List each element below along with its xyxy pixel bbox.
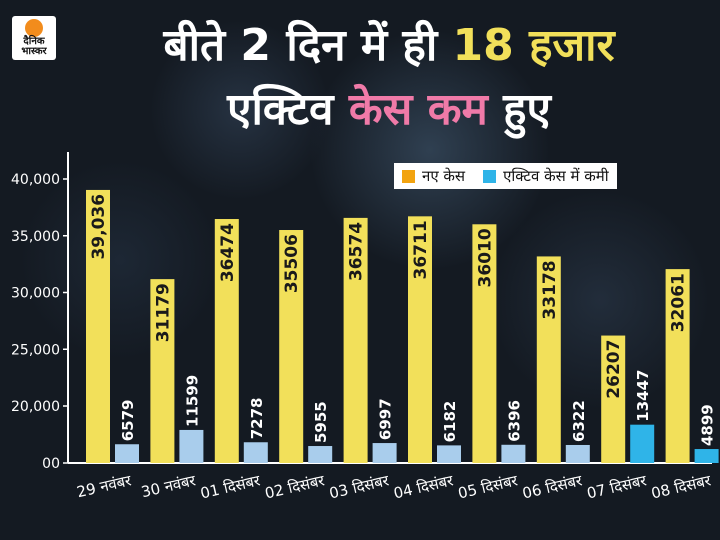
- bar-label-new-cases: 36711: [411, 220, 431, 279]
- bar-active-drop: [243, 442, 268, 463]
- x-tick-label: 08 दिसंबर: [649, 471, 713, 502]
- y-tick-label: 00: [42, 456, 60, 472]
- headline-line2-text: एक्टिव: [227, 84, 349, 135]
- headline-line1: बीते 2 दिन में ही 18 हजार: [64, 18, 714, 74]
- bar-label-active-drop: 4899: [699, 404, 717, 446]
- bar-new-cases: [343, 217, 368, 463]
- legend-item-new-cases: नए केस: [402, 166, 465, 186]
- bar-label-new-cases: 32061: [669, 273, 689, 332]
- y-tick-label: 30,000: [11, 286, 60, 302]
- y-tick-label: 25,000: [11, 342, 60, 358]
- legend-item-active-drop: एक्टिव केस में कमी: [483, 166, 609, 186]
- bar-label-new-cases: 26207: [604, 340, 624, 399]
- x-tick-label: 05 दिसंबर: [456, 471, 520, 502]
- bar-label-active-drop: 6579: [119, 399, 137, 441]
- legend-label-active-drop: एक्टिव केस में कमी: [503, 167, 609, 185]
- bar-label-active-drop: 6396: [505, 400, 523, 442]
- bar-active-drop: [630, 424, 655, 463]
- headline-line1-text: बीते 2 दिन में ही: [163, 20, 453, 71]
- bar-label-new-cases: 35506: [282, 234, 302, 293]
- bar-label-new-cases: 36574: [347, 222, 367, 281]
- bar-active-drop: [694, 449, 719, 463]
- bar-label-active-drop: 6182: [441, 401, 459, 443]
- chart-legend: नए केस एक्टिव केस में कमी: [394, 163, 617, 189]
- y-tick-label: 40,000: [11, 172, 60, 188]
- bar-new-cases: [408, 216, 432, 463]
- sun-icon: [25, 19, 43, 37]
- bar-label-active-drop: 5955: [312, 401, 330, 443]
- brand-line1: दैनिक: [23, 36, 45, 47]
- x-tick-label: 02 दिसंबर: [263, 471, 327, 502]
- brand-logo: दैनिक भास्कर: [12, 16, 56, 60]
- y-tick-label: 20,000: [11, 399, 60, 415]
- x-tick-label: 06 दिसंबर: [521, 471, 585, 502]
- headline-line1-highlight: 18 हजार: [452, 20, 615, 71]
- headline-line2-highlight: केस कम: [348, 84, 488, 135]
- bar-active-drop: [565, 444, 590, 463]
- bar-label-new-cases: 36010: [475, 228, 495, 287]
- bar-new-cases: [536, 256, 561, 463]
- bar-new-cases: [665, 269, 690, 463]
- bar-new-cases: [279, 230, 304, 463]
- bar-active-drop: [372, 443, 397, 463]
- bar-label-active-drop: 7278: [248, 398, 266, 440]
- bar-label-active-drop: 6997: [377, 398, 395, 440]
- bar-label-new-cases: 33178: [540, 260, 560, 319]
- bar-active-drop: [115, 444, 139, 463]
- bar-label-new-cases: 31179: [153, 283, 173, 342]
- y-tick-label: 35,000: [11, 229, 60, 245]
- bar-active-drop: [501, 444, 526, 463]
- bar-label-new-cases: 39,036: [89, 194, 109, 260]
- bar-active-drop: [179, 429, 204, 463]
- bar-label-active-drop: 11599: [183, 375, 201, 427]
- bar-label-active-drop: 13447: [634, 369, 652, 421]
- headline-line2-suffix: हुए: [487, 84, 551, 135]
- bar-new-cases: [150, 279, 175, 463]
- x-tick-label: 03 दिसंबर: [327, 471, 391, 502]
- x-tick-label: 01 दिसंबर: [199, 471, 263, 502]
- brand-line2: भास्कर: [21, 46, 47, 57]
- bar-active-drop: [308, 446, 333, 463]
- headline-line2: एक्टिव केस कम हुए: [64, 80, 714, 140]
- bar-new-cases: [86, 189, 110, 463]
- x-tick-label: 30 नवंबर: [139, 471, 198, 501]
- x-tick-label: 07 दिसंबर: [585, 471, 649, 502]
- x-tick-label: 04 दिसंबर: [392, 471, 456, 502]
- x-tick-label: 29 नवंबर: [75, 471, 134, 501]
- legend-swatch-new-cases: [402, 169, 415, 183]
- bar-label-active-drop: 6322: [570, 400, 588, 442]
- legend-swatch-active-drop: [483, 169, 497, 183]
- legend-label-new-cases: नए केस: [422, 167, 466, 185]
- bar-active-drop: [437, 445, 461, 463]
- bar-label-new-cases: 36474: [218, 223, 238, 282]
- bar-new-cases: [214, 219, 239, 463]
- bar-new-cases: [601, 335, 626, 463]
- bar-new-cases: [472, 224, 497, 463]
